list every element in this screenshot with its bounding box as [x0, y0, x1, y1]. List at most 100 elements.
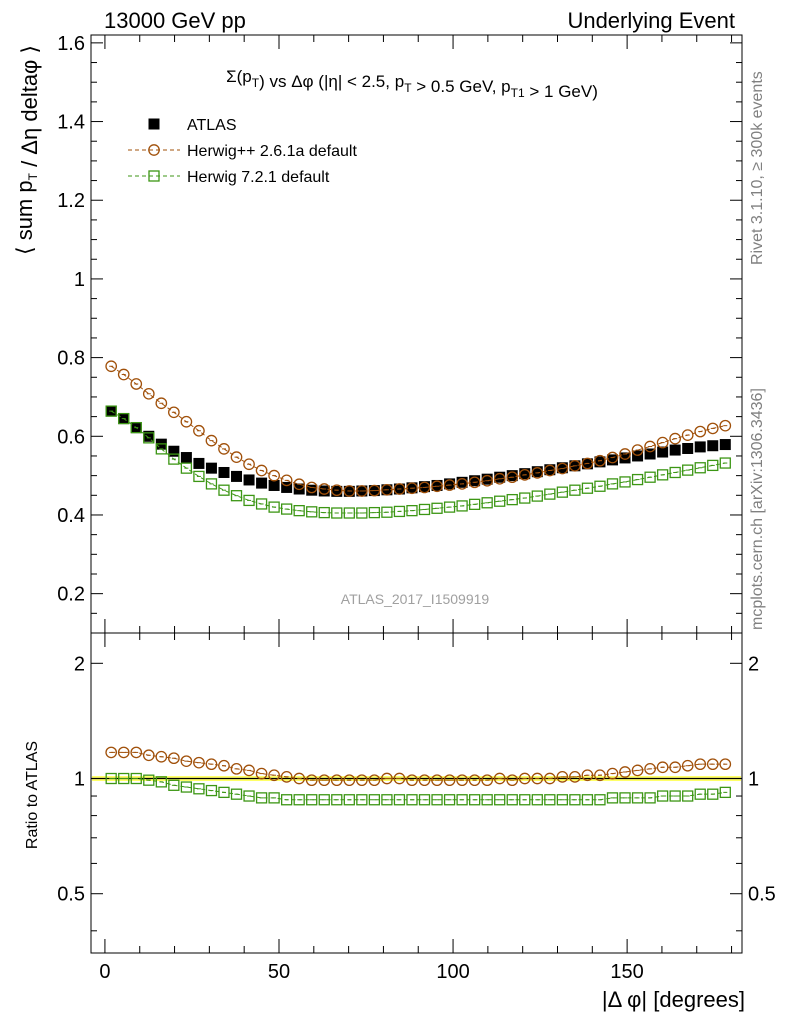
y-axis-label: ⟨ sum pT / Δη deltaφ ⟩	[12, 45, 42, 255]
main-series-0	[105, 405, 731, 497]
ratio-data-point	[543, 772, 556, 785]
main-data-point	[682, 464, 694, 476]
ratio-data-point	[581, 769, 594, 782]
y-tick-label: 1.2	[57, 190, 85, 212]
main-data-point	[381, 483, 393, 496]
ratio-data-point	[669, 761, 682, 774]
main-data-point	[682, 442, 694, 454]
main-data-point	[130, 421, 142, 434]
ratio-data-point	[105, 746, 118, 759]
ratio-data-point	[318, 794, 330, 806]
main-data-point	[118, 412, 130, 425]
main-data-point	[293, 504, 305, 517]
main-data-point	[631, 444, 644, 456]
ratio-data-point	[531, 794, 543, 806]
ratio-data-point	[243, 790, 255, 802]
ratio-y-tick-label: 0.5	[57, 884, 85, 906]
ratio-data-point	[130, 772, 142, 785]
ratio-data-point	[431, 794, 443, 806]
legend-marker	[148, 118, 160, 130]
header-left: 13000 GeV pp	[104, 8, 246, 33]
main-data-point	[494, 471, 506, 483]
main-data-point	[569, 459, 581, 472]
ratio-data-point	[418, 774, 431, 787]
main-data-point	[619, 452, 631, 464]
main-data-point	[694, 425, 707, 438]
main-data-point	[431, 479, 443, 491]
ratio-data-point	[619, 766, 631, 778]
ratio-data-point	[706, 758, 719, 771]
main-data-point	[255, 464, 268, 477]
main-data-point	[280, 503, 293, 515]
main-series	[105, 360, 732, 519]
ratio-data-point	[493, 772, 506, 785]
chart-title: Σ(pT) vs Δφ (|η| < 2.5, pT > 0.5 GeV, pT…	[226, 67, 598, 101]
main-data-point	[356, 507, 368, 519]
ratio-panel: 0.5 0.5 1 1 2 2 Ratio to ATLAS	[24, 632, 776, 954]
main-data-point	[218, 466, 230, 478]
ratio-data-point	[142, 749, 155, 762]
ratio-data-point	[155, 776, 167, 788]
main-data-point	[506, 493, 518, 506]
ratio-data-point	[594, 769, 606, 782]
main-data-point	[193, 424, 205, 437]
main-data-point	[318, 506, 330, 519]
main-data-point	[569, 484, 581, 496]
ratio-data-point	[644, 792, 656, 804]
ratio-data-point	[305, 774, 318, 787]
main-data-point	[355, 485, 368, 497]
main-data-point	[393, 505, 406, 518]
main-data-point	[256, 477, 268, 489]
ratio-data-point	[268, 792, 280, 804]
ratio-data-point	[355, 774, 368, 787]
main-data-point	[168, 406, 180, 419]
ratio-data-point	[519, 794, 531, 806]
ratio-data-point	[218, 759, 230, 772]
ratio-data-point	[606, 792, 619, 804]
main-data-point	[431, 502, 443, 514]
ratio-data-point	[393, 772, 406, 785]
ratio-data-point	[406, 774, 418, 787]
ratio-data-point	[656, 761, 669, 774]
main-data-point	[168, 445, 180, 457]
ratio-data-point	[481, 794, 493, 806]
ratio-data-point	[381, 794, 393, 806]
main-data-point	[431, 480, 443, 493]
main-data-point	[468, 476, 481, 489]
main-data-point	[556, 462, 569, 475]
ratio-data-point	[631, 764, 644, 777]
main-data-point	[205, 478, 218, 490]
legend-marker	[148, 144, 160, 156]
ratio-data-point	[581, 794, 594, 806]
ratio-data-point	[243, 764, 255, 777]
main-data-point	[368, 506, 381, 519]
main-data-point	[456, 478, 468, 490]
ratio-data-point	[343, 774, 356, 787]
ratio-data-point	[381, 772, 393, 785]
ratio-series-0	[105, 746, 732, 787]
main-data-point	[218, 484, 230, 496]
y-tick-label: 0.2	[57, 584, 85, 606]
ratio-data-point	[456, 794, 468, 806]
ratio-data-point	[656, 790, 669, 802]
main-data-point	[218, 443, 230, 455]
main-data-point	[155, 443, 167, 455]
main-data-point	[117, 368, 130, 381]
main-data-point	[719, 457, 731, 469]
main-data-point	[281, 481, 293, 493]
main-data-point	[343, 507, 355, 519]
main-data-point	[443, 501, 456, 513]
ratio-data-point	[255, 792, 268, 804]
main-series-line	[110, 410, 726, 514]
ratio-data-point	[468, 774, 481, 787]
main-data-point	[707, 440, 719, 452]
main-data-point	[669, 466, 681, 479]
ratio-data-point	[118, 772, 130, 785]
main-data-point	[694, 441, 706, 453]
ratio-data-point	[694, 788, 706, 800]
main-data-point	[519, 492, 531, 504]
main-data-point	[506, 470, 518, 482]
legend: ATLAS Herwig++ 2.6.1a default Herwig 7.2.1…	[128, 117, 357, 186]
ratio-data-point	[506, 794, 518, 806]
main-data-point	[305, 481, 318, 494]
